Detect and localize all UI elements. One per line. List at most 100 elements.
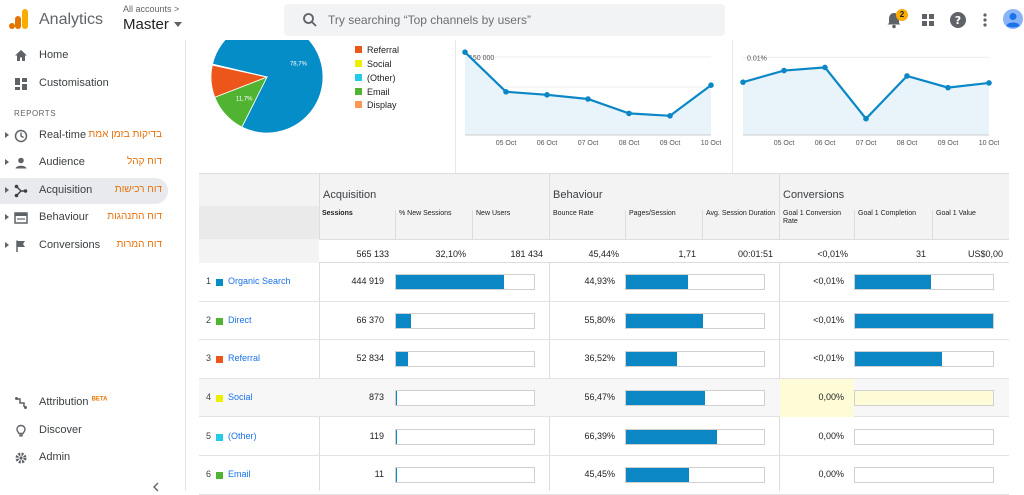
expand-caret-icon[interactable] <box>5 187 9 193</box>
bounce-rate-value: 56,47% <box>584 392 615 403</box>
column-header[interactable]: Goal 1 Value <box>932 210 1009 239</box>
data-point[interactable] <box>503 89 509 95</box>
data-point[interactable] <box>585 96 591 102</box>
column-divider <box>779 173 780 491</box>
data-point[interactable] <box>781 67 787 74</box>
conversion-rate-bar <box>854 351 994 368</box>
column-header[interactable]: Sessions <box>322 210 353 217</box>
sidebar-item-home[interactable]: Home <box>0 43 168 69</box>
expand-caret-icon[interactable] <box>5 159 9 165</box>
data-point[interactable] <box>822 64 828 71</box>
column-header[interactable]: Goal 1 Conversion Rate <box>779 210 854 239</box>
expand-caret-icon[interactable] <box>5 214 9 220</box>
x-tick-label: 06 Oct <box>815 140 836 147</box>
conversion-rate-value: 0,00% <box>818 469 844 480</box>
sidebar-item-attribution[interactable]: Attribution BETA <box>0 390 168 416</box>
data-point[interactable] <box>667 113 673 119</box>
dashboard-icon <box>15 78 27 90</box>
account-name[interactable]: Master <box>123 16 169 33</box>
channel-link[interactable]: (Other) <box>228 430 257 441</box>
sessions-bar <box>395 351 535 368</box>
data-point[interactable] <box>626 110 632 117</box>
channel-color-swatch <box>216 395 223 403</box>
data-point[interactable] <box>863 115 869 122</box>
collapse-sidebar-icon[interactable] <box>151 482 161 492</box>
sidebar-item-acquisition[interactable]: Acquisition דוח רכישות <box>0 178 168 204</box>
sidebar-item-discover[interactable]: Discover <box>0 418 168 444</box>
column-header[interactable]: Pages/Session <box>625 210 702 239</box>
caret-down-icon[interactable] <box>174 22 182 27</box>
sidebar-item-behaviour[interactable]: Behaviour דוח התנהגות <box>0 205 168 231</box>
help-icon[interactable]: ? <box>948 10 968 30</box>
data-point[interactable] <box>986 80 992 86</box>
avatar-icon[interactable] <box>1002 8 1024 30</box>
sidebar-item-customisation[interactable]: Customisation <box>0 71 168 97</box>
total-value: 565 133 <box>356 249 389 259</box>
channel-link[interactable]: Social <box>228 392 253 403</box>
channel-link[interactable]: Email <box>228 469 251 480</box>
bounce-rate-bar-fill <box>626 313 704 328</box>
table-row[interactable]: 2 Direct 66 370 55,80% <0,01% <box>199 302 1009 341</box>
data-point[interactable] <box>945 84 951 91</box>
conversion-rate-cell: <0,01% <box>780 263 854 302</box>
table-row[interactable]: 3 Referral 52 834 36,52% <0,01% <box>199 340 1009 379</box>
product-name: Analytics <box>39 11 104 28</box>
table-row[interactable]: 4 Social 873 56,47% 0,00% <box>199 378 1009 418</box>
data-point[interactable] <box>904 73 910 79</box>
legend-item-social[interactable]: Social <box>355 59 392 69</box>
legend-item-referral[interactable]: Referral <box>355 45 399 55</box>
column-header[interactable]: New Users <box>472 210 549 239</box>
channel-color-swatch <box>216 356 223 364</box>
behaviour-icon <box>14 212 28 224</box>
row-number: 4 <box>206 392 212 403</box>
beta-badge: BETA <box>91 396 108 403</box>
legend-item-other[interactable]: (Other) <box>355 73 396 83</box>
channel-link[interactable]: Direct <box>228 314 252 325</box>
legend-item-display[interactable]: Display <box>355 100 397 110</box>
table-row[interactable]: 5 (Other) 119 66,39% 0,00% <box>199 417 1009 456</box>
data-point[interactable] <box>708 82 714 88</box>
bulb-icon <box>16 424 26 437</box>
search-box[interactable]: Try searching “Top channels by users” <box>284 4 725 36</box>
more-vert-icon[interactable] <box>975 10 995 30</box>
all-accounts-link[interactable]: All accounts > <box>123 4 180 14</box>
column-header[interactable]: Bounce Rate <box>549 210 625 239</box>
total-value: 00:01:51 <box>737 249 773 259</box>
data-point[interactable] <box>544 92 550 98</box>
data-point[interactable] <box>462 49 468 55</box>
sidebar-item-conversions[interactable]: Conversions דוח המרות <box>0 233 168 259</box>
table-row[interactable]: 1 Organic Search 444 919 44,93% <0,01% <box>199 263 1009 302</box>
conversion-rate-bar <box>854 274 994 291</box>
sessions-bar <box>395 467 535 484</box>
section-conversions: Conversions <box>783 189 845 201</box>
pie-slice[interactable] <box>212 40 324 134</box>
pie-slice[interactable] <box>211 63 268 78</box>
search-input[interactable]: Try searching “Top channels by users” <box>328 13 531 27</box>
expand-caret-icon[interactable] <box>5 132 9 138</box>
conversion-rate-value: <0,01% <box>813 353 844 364</box>
pie-slice-label: 11,7% <box>236 97 253 103</box>
bounce-rate-bar-fill <box>626 352 678 367</box>
sidebar-item-admin[interactable]: Admin <box>0 445 168 471</box>
chart-divider <box>455 40 456 173</box>
bounce-rate-bar <box>625 312 765 329</box>
column-header[interactable]: Goal 1 Completion <box>854 210 932 239</box>
channel-color-swatch <box>216 433 223 441</box>
legend-item-email[interactable]: Email <box>355 87 390 97</box>
x-tick-label: 07 Oct <box>856 140 877 147</box>
table-row[interactable]: 6 Email 11 45,45% 0,00% <box>199 456 1009 495</box>
conversion-rate-bar-fill <box>855 275 931 290</box>
sidebar-item-audience[interactable]: Audience דוח קהל <box>0 150 168 176</box>
channel-link[interactable]: Organic Search <box>228 276 291 287</box>
column-header[interactable]: Avg. Session Duration <box>702 210 779 239</box>
data-point[interactable] <box>740 79 746 85</box>
column-header[interactable]: % New Sessions <box>395 210 472 239</box>
sidebar-item-real-time[interactable]: Real-time בדיקות בזמן אמת <box>0 123 168 149</box>
apps-grid-icon[interactable] <box>918 10 938 30</box>
row-number: 2 <box>206 314 212 325</box>
channel-link[interactable]: Referral <box>228 353 261 364</box>
total-value: 45,44% <box>588 249 619 259</box>
expand-caret-icon[interactable] <box>5 242 9 248</box>
hebrew-annotation: דוח רכישות <box>114 184 162 195</box>
analytics-logo-icon[interactable] <box>8 8 30 30</box>
